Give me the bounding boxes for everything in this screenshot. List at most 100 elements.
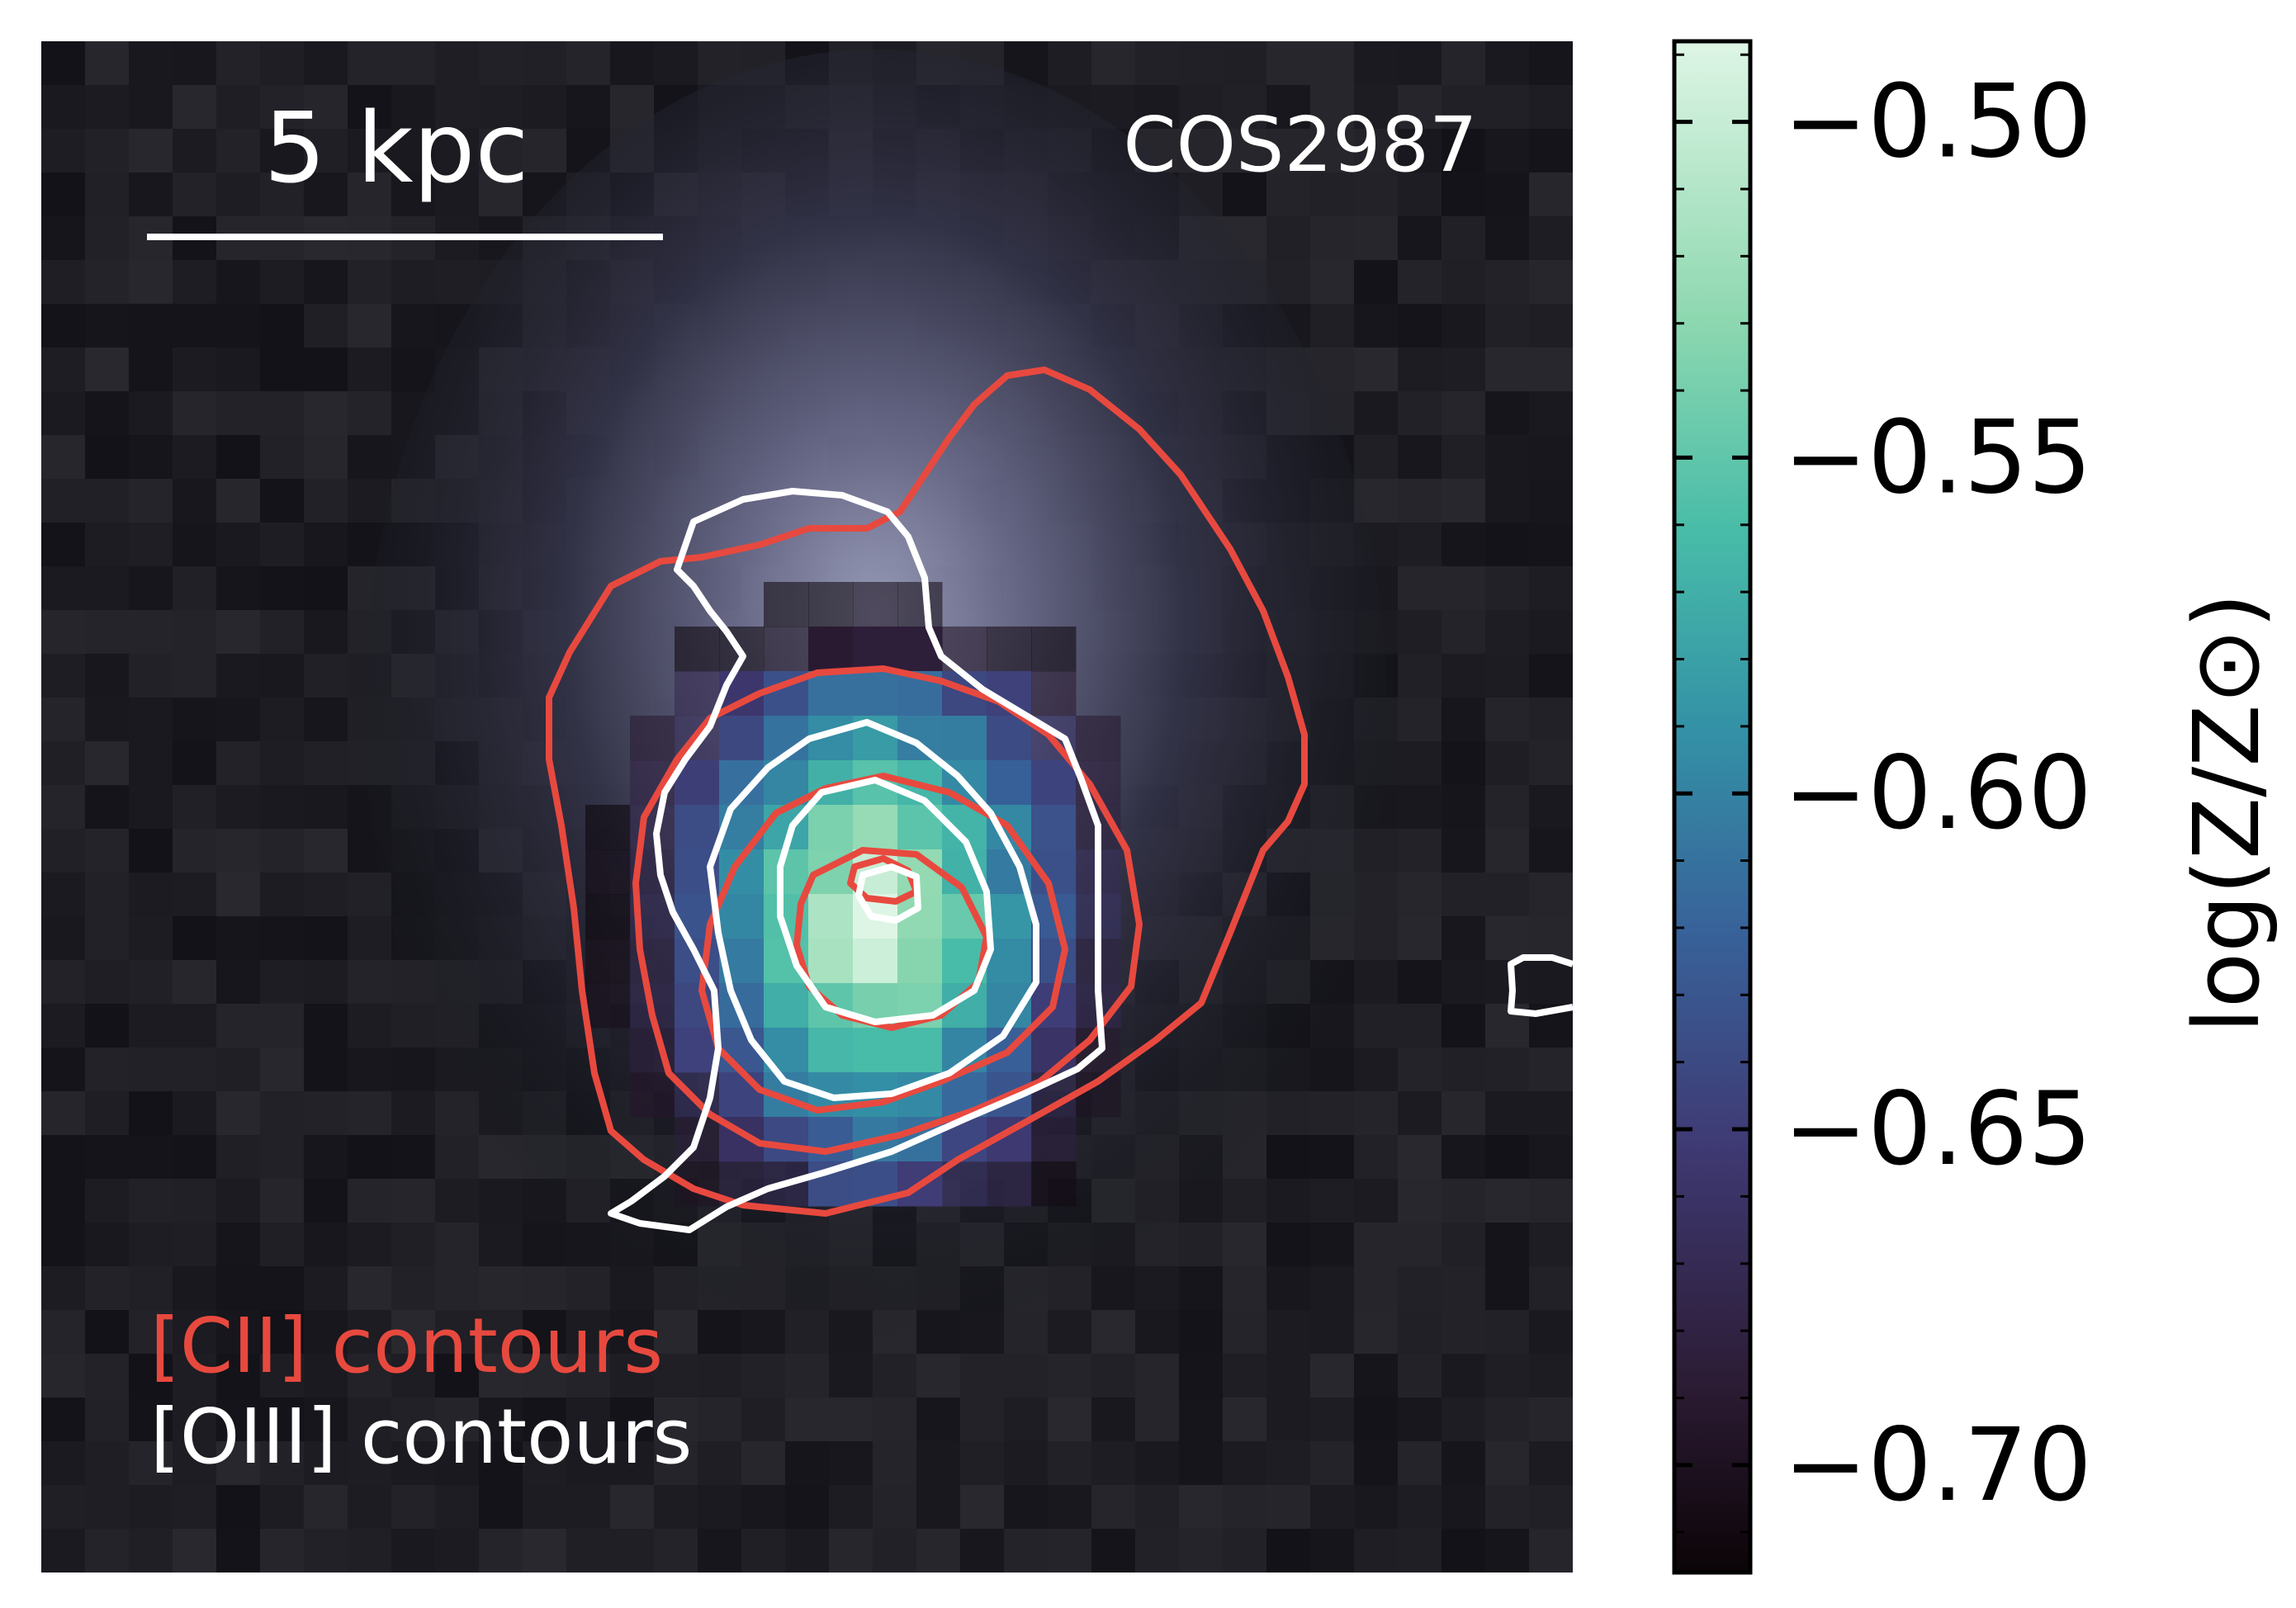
background-pixel: [85, 654, 130, 698]
background-pixel: [173, 260, 217, 305]
background-pixel: [1223, 41, 1267, 86]
metallicity-pixel: [630, 1072, 675, 1118]
background-pixel: [1091, 1354, 1136, 1398]
background-pixel: [129, 1354, 173, 1398]
cii-contour-4: [793, 847, 990, 1031]
background-pixel: [348, 304, 392, 348]
background-pixel: [1398, 1485, 1442, 1530]
background-pixel: [304, 698, 348, 742]
background-pixel: [260, 1529, 305, 1573]
background-pixel: [216, 873, 261, 917]
background-pixel: [1442, 479, 1486, 523]
background-pixel: [1485, 873, 1530, 917]
background-pixel: [1135, 1354, 1180, 1398]
background-pixel: [1266, 1441, 1311, 1486]
background-pixel: [1398, 348, 1442, 392]
background-pixel: [1310, 173, 1355, 217]
metallicity-pixel: [987, 1161, 1032, 1207]
background-pixel: [873, 1485, 917, 1530]
background-pixel: [304, 785, 348, 830]
background-pixel: [173, 1048, 217, 1092]
background-pixel: [435, 85, 480, 130]
background-pixel: [304, 1354, 348, 1398]
background-pixel: [479, 41, 523, 86]
background-pixel: [85, 348, 130, 392]
metallicity-pixel: [808, 671, 854, 717]
background-pixel: [391, 1529, 436, 1573]
background-pixel: [304, 1485, 348, 1530]
background-pixel: [1266, 1529, 1311, 1573]
background-pixel: [1091, 41, 1136, 86]
background-pixel: [1529, 873, 1573, 917]
background-pixel: [1485, 829, 1530, 873]
background-pixel: [654, 1441, 698, 1486]
background-pixel: [1310, 41, 1355, 86]
metallicity-pixel: [585, 939, 631, 984]
background-pixel: [173, 829, 217, 873]
metallicity-pixel: [1031, 1117, 1077, 1162]
background-pixel: [1529, 1135, 1573, 1180]
background-pixel: [1529, 1398, 1573, 1442]
background-pixel: [304, 435, 348, 480]
background-pixel: [216, 1004, 261, 1048]
background-pixel: [173, 1354, 217, 1398]
background-pixel: [479, 1223, 523, 1267]
background-pixel: [173, 785, 217, 830]
background-pixel: [960, 1398, 1005, 1442]
background-pixel: [435, 1485, 480, 1530]
background-pixel: [1354, 960, 1399, 1005]
background-pixel: [41, 916, 86, 961]
background-pixel: [41, 566, 86, 611]
background-pixel: [41, 1266, 86, 1311]
scale-bar-label: 5 kpc: [264, 91, 529, 205]
metallicity-pixel: [585, 805, 631, 850]
background-pixel: [260, 348, 305, 392]
background-pixel: [260, 916, 305, 961]
colorbar-label: log(Z/Z⊙): [2174, 593, 2279, 1033]
background-pixel: [1091, 1441, 1136, 1486]
background-pixel: [260, 1354, 305, 1398]
background-pixel: [216, 129, 261, 173]
background-pixel: [173, 1441, 217, 1486]
background-pixel: [1179, 1398, 1224, 1442]
background-pixel: [1485, 785, 1530, 830]
background-pixel: [1354, 129, 1399, 173]
background-pixel: [173, 348, 217, 392]
background-pixel: [260, 1441, 305, 1486]
background-pixel: [129, 916, 173, 961]
cii-contour-outer: [546, 367, 1308, 1217]
background-pixel: [391, 348, 436, 392]
metallicity-pixel: [719, 1072, 765, 1118]
background-pixel: [85, 304, 130, 348]
metallicity-pixel: [719, 894, 765, 939]
background-pixel: [741, 1485, 786, 1530]
background-pixel: [173, 1529, 217, 1573]
background-pixel: [1004, 1529, 1049, 1573]
background-pixel: [173, 173, 217, 217]
background-pixel: [741, 1441, 786, 1486]
background-pixel: [348, 479, 392, 523]
metallicity-pixel: [808, 894, 854, 939]
background-pixel: [348, 260, 392, 305]
background-pixel: [1485, 1310, 1530, 1355]
background-pixel: [1398, 479, 1442, 523]
legend-cii: [CII] contours: [150, 1302, 663, 1390]
background-pixel: [698, 1485, 742, 1530]
background-pixel: [1398, 1441, 1442, 1486]
metallicity-pixel: [764, 983, 809, 1029]
background-pixel: [85, 566, 130, 611]
background-pixel: [304, 1179, 348, 1223]
background-pixel: [566, 41, 611, 86]
background-pixel: [1223, 1266, 1267, 1311]
background-pixel: [1529, 960, 1573, 1005]
background-pixel: [216, 610, 261, 655]
background-pixel: [1223, 1354, 1267, 1398]
background-pixel: [348, 1223, 392, 1267]
background-pixel: [1179, 1529, 1224, 1573]
background-pixel: [873, 1529, 917, 1573]
background-pixel: [304, 348, 348, 392]
background-pixel: [129, 1529, 173, 1573]
background-pixel: [566, 85, 611, 130]
background-pixel: [129, 1441, 173, 1486]
background-pixel: [1354, 1310, 1399, 1355]
